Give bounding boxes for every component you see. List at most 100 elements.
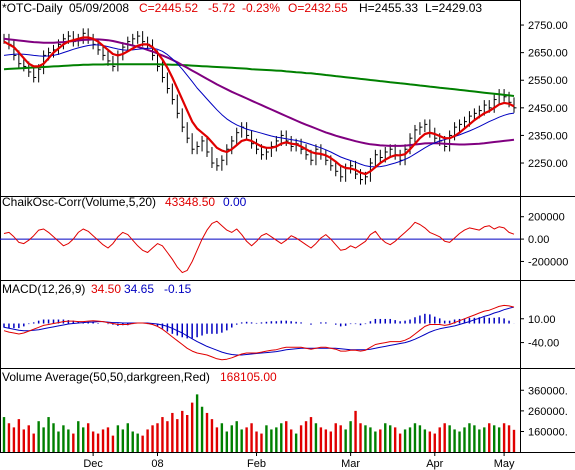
price-header-symbol: *OTC-Daily: [2, 1, 63, 15]
volume-bar: [453, 429, 456, 452]
volume-bar: [448, 425, 451, 452]
volume-bar: [86, 423, 90, 452]
volume-bar: [190, 402, 194, 452]
volume-bar: [492, 425, 496, 452]
volume-bar: [146, 429, 149, 452]
volume-bar: [67, 429, 70, 452]
volume-bar: [497, 427, 501, 452]
y-tick-label: 2350.00: [528, 130, 568, 142]
volume-bar: [433, 433, 436, 452]
volume-bar: [403, 429, 407, 452]
chaikin-title: ChaikOsc-Corr(Volume,5,20): [2, 195, 156, 209]
volume-bar: [176, 419, 179, 452]
volume-bar: [329, 431, 332, 452]
volume-bar: [483, 427, 486, 452]
volume-bar: [418, 425, 422, 452]
volume-bar: [374, 431, 377, 452]
volume-bar: [280, 423, 283, 452]
y-tick-label: 200000: [528, 212, 565, 224]
volume-bar: [186, 415, 189, 452]
volume-bar: [72, 433, 75, 452]
volume-bar: [379, 429, 382, 452]
volume-bar: [299, 425, 303, 452]
volume-bar: [42, 427, 45, 452]
volume-bar: [220, 423, 224, 452]
volume-bar: [428, 431, 432, 452]
volume-bar: [166, 421, 169, 452]
volume-bar: [275, 427, 278, 452]
price-header-close: C=2445.52: [139, 1, 198, 15]
price-header-change: -5.72: [208, 1, 236, 15]
volume-bar: [126, 423, 129, 452]
volume-bar: [458, 431, 461, 452]
volume-bar: [136, 433, 139, 452]
macd-value: 34.50: [91, 282, 121, 296]
volume-bar: [171, 412, 174, 452]
volume-bar: [235, 421, 238, 452]
volume-bar: [230, 425, 233, 452]
volume-bar: [369, 427, 372, 452]
volume-bar: [344, 429, 347, 452]
volume-bar: [488, 423, 491, 452]
price-header-date: 05/09/2008: [69, 1, 129, 15]
volume-bar: [116, 425, 120, 452]
macd-panel: [3, 304, 515, 361]
volume-bar: [156, 423, 159, 452]
price-ma-green-line: [3, 63, 515, 97]
volume-bar: [438, 427, 441, 452]
y-tick-label: 2450.00: [528, 103, 568, 115]
volume-bar: [200, 406, 204, 452]
volume-bar: [507, 425, 511, 452]
volume-bar: [289, 429, 293, 452]
macd-signal-line: [3, 306, 515, 356]
volume-bar: [47, 417, 50, 452]
price-panel: [3, 28, 517, 185]
macd-hist-value: -0.15: [164, 282, 192, 296]
volume-bar: [423, 429, 427, 452]
volume-bar: [512, 429, 516, 452]
volume-bar: [359, 423, 362, 452]
volume-bar: [57, 431, 60, 452]
volume-bar: [260, 433, 263, 452]
volume-bar: [141, 435, 144, 452]
volume-bar: [502, 423, 506, 452]
price-header-pct: -0.23%: [242, 1, 280, 15]
volume-bar: [12, 427, 16, 452]
volume-bar: [2, 417, 6, 452]
volume-bar: [270, 429, 273, 452]
volume-bar: [255, 431, 258, 452]
x-tick-labels: Dec 08 Feb Mar Apr May: [83, 452, 515, 470]
volume-bar: [324, 429, 328, 452]
volume-bar: [131, 431, 134, 452]
volume-bar: [77, 421, 80, 452]
volume-bar: [62, 425, 65, 452]
macd-title: MACD(12,26,9): [2, 282, 85, 296]
volume-bar: [240, 429, 243, 452]
volume-bar: [161, 417, 164, 452]
chaikin-zero: 0.00: [223, 195, 247, 209]
y-tick-label: 160000.: [528, 427, 568, 439]
volume-bar: [22, 429, 26, 452]
volume-bar: [17, 419, 21, 452]
y-tick-label: 2550.00: [528, 75, 568, 87]
volume-panel: [2, 394, 516, 452]
x-tick-label: Apr: [426, 458, 443, 470]
chaikin-panel: [0, 220, 520, 274]
x-tick-label: May: [494, 458, 515, 470]
y-tick-label: 2650.00: [528, 48, 568, 60]
price-header-high: H=2455.33: [359, 1, 418, 15]
y-tick-label: 260000.: [528, 406, 568, 418]
price-ma-blue-line: [3, 44, 515, 168]
x-tick-label: Mar: [341, 458, 360, 470]
volume-bar: [37, 421, 40, 452]
volume-bar: [52, 423, 55, 452]
volume-bar: [245, 427, 248, 452]
macd-line: [3, 304, 515, 361]
price-header-open: O=2432.55: [288, 1, 348, 15]
volume-title: Volume Average(50,50,darkgreen,Red): [2, 370, 210, 384]
volume-bar: [364, 425, 367, 452]
volume-bar: [151, 425, 154, 452]
volume-bar: [384, 423, 387, 452]
volume-bar: [463, 427, 466, 452]
volume-bar: [250, 423, 253, 452]
